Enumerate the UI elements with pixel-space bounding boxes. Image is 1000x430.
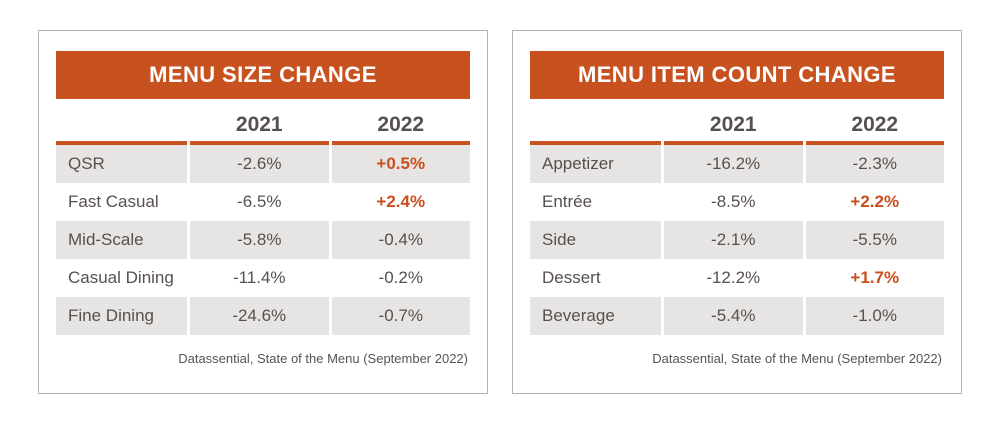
menu-size-change-card: MENU SIZE CHANGE 2021 2022 QSR -2.6% +0.… — [38, 30, 488, 394]
menu-item-count-change-card: MENU ITEM COUNT CHANGE 2021 2022 Appetiz… — [512, 30, 962, 394]
value-2021: -8.5% — [711, 192, 756, 211]
table-header-row: 2021 2022 — [530, 99, 944, 145]
value-2022: -1.0% — [805, 297, 944, 335]
value-2021: -16.2% — [664, 145, 803, 183]
row-label: Appetizer — [530, 145, 661, 183]
table-body: Appetizer -16.2% -2.3% Entrée -8.5% +2.2… — [530, 145, 944, 335]
table-row: Fast Casual -6.5% +2.4% — [56, 183, 470, 221]
table-row: Fine Dining -24.6% -0.7% — [56, 297, 470, 335]
table-row: Dessert -12.2% +1.7% — [530, 259, 944, 297]
table-row: Beverage -5.4% -1.0% — [530, 297, 944, 335]
row-label: Fast Casual — [68, 192, 159, 211]
table-title: MENU ITEM COUNT CHANGE — [530, 51, 944, 99]
table-row: Appetizer -16.2% -2.3% — [530, 145, 944, 183]
value-2022: +2.2% — [850, 192, 900, 211]
table-row: Entrée -8.5% +2.2% — [530, 183, 944, 221]
row-label: Dessert — [542, 268, 601, 287]
table-row: Side -2.1% -5.5% — [530, 221, 944, 259]
table-row: Casual Dining -11.4% -0.2% — [56, 259, 470, 297]
value-2021: -11.4% — [232, 268, 286, 287]
table-title: MENU SIZE CHANGE — [56, 51, 470, 99]
value-2022: +0.5% — [331, 145, 470, 183]
column-header-2021: 2021 — [190, 99, 329, 145]
value-2022: -5.5% — [805, 221, 944, 259]
source-attribution: Datassential, State of the Menu (Septemb… — [652, 351, 942, 366]
table-header-row: 2021 2022 — [56, 99, 470, 145]
row-label: Casual Dining — [68, 268, 174, 287]
row-label: QSR — [56, 145, 187, 183]
table-row: Mid-Scale -5.8% -0.4% — [56, 221, 470, 259]
column-header-2021: 2021 — [664, 99, 803, 145]
value-2021: -12.2% — [706, 268, 761, 287]
value-2021: -6.5% — [237, 192, 282, 211]
table-body: QSR -2.6% +0.5% Fast Casual -6.5% +2.4% … — [56, 145, 470, 335]
column-header-spacer — [56, 99, 187, 145]
source-attribution: Datassential, State of the Menu (Septemb… — [178, 351, 468, 366]
value-2022: -0.7% — [331, 297, 470, 335]
row-label: Mid-Scale — [56, 221, 187, 259]
row-label: Entrée — [542, 192, 593, 211]
row-label: Side — [530, 221, 661, 259]
value-2021: -5.8% — [190, 221, 329, 259]
value-2022: +2.4% — [376, 192, 426, 211]
value-2022: -2.3% — [805, 145, 944, 183]
value-2021: -24.6% — [190, 297, 329, 335]
value-2022: -0.2% — [378, 268, 423, 287]
column-header-2022: 2022 — [805, 99, 944, 145]
column-header-2022: 2022 — [331, 99, 470, 145]
value-2021: -2.1% — [664, 221, 803, 259]
value-2021: -2.6% — [190, 145, 329, 183]
column-header-spacer — [530, 99, 661, 145]
row-label: Beverage — [530, 297, 661, 335]
row-label: Fine Dining — [56, 297, 187, 335]
table-row: QSR -2.6% +0.5% — [56, 145, 470, 183]
value-2021: -5.4% — [664, 297, 803, 335]
value-2022: -0.4% — [331, 221, 470, 259]
value-2022: +1.7% — [850, 268, 900, 287]
